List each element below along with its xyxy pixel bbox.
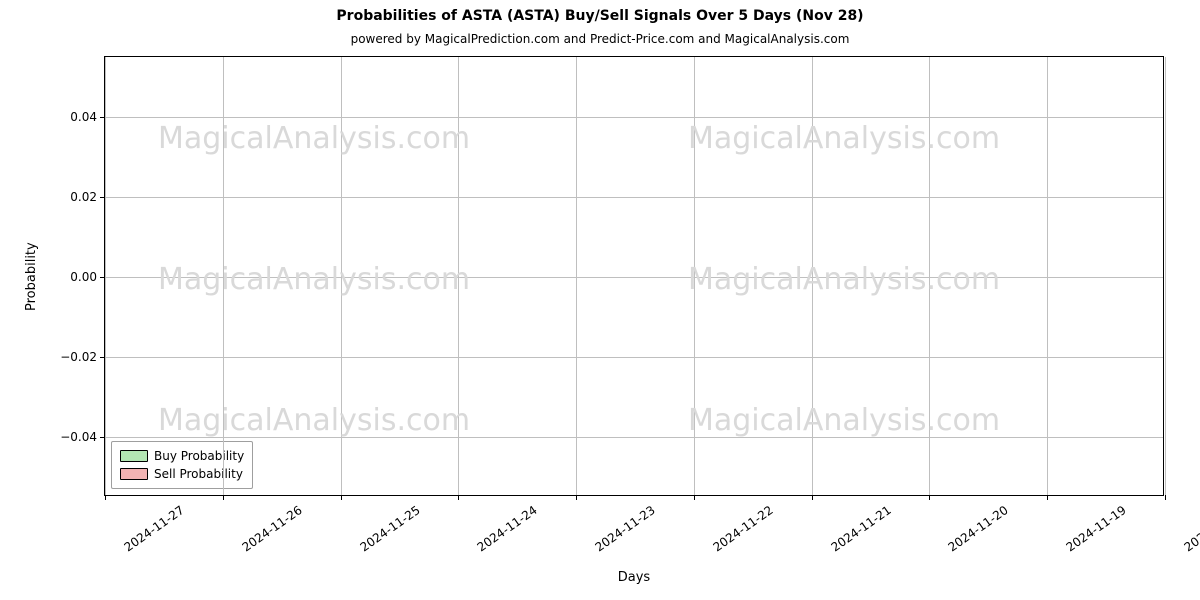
legend-label: Sell Probability — [154, 467, 243, 481]
watermark-text: MagicalAnalysis.com — [688, 403, 1000, 438]
x-tick-mark — [812, 495, 813, 500]
watermark-text: MagicalAnalysis.com — [158, 262, 470, 297]
x-tick-label: 2024-11-26 — [239, 503, 304, 554]
y-tick-label: −0.02 — [37, 350, 97, 364]
legend-item: Buy Probability — [120, 447, 244, 465]
legend-label: Buy Probability — [154, 449, 244, 463]
watermark-text: MagicalAnalysis.com — [688, 121, 1000, 156]
chart-legend: Buy Probability Sell Probability — [111, 441, 253, 489]
x-tick-label: 2024-11-21 — [828, 503, 893, 554]
chart-figure: Probabilities of ASTA (ASTA) Buy/Sell Si… — [0, 0, 1200, 600]
chart-subtitle: powered by MagicalPrediction.com and Pre… — [0, 32, 1200, 46]
legend-swatch — [120, 450, 148, 462]
chart-axes: Buy ProbabilitySell Probability −0.04−0.… — [104, 56, 1164, 496]
y-gridline — [105, 277, 1163, 278]
x-tick-label: 2024-11-27 — [122, 503, 187, 554]
y-tick-label: 0.04 — [37, 110, 97, 124]
x-tick-label: 2024-11-23 — [593, 503, 658, 554]
x-tick-label: 2024-11-19 — [1064, 503, 1129, 554]
x-tick-mark — [1165, 495, 1166, 500]
x-tick-mark — [1047, 495, 1048, 500]
watermark-text: MagicalAnalysis.com — [158, 121, 470, 156]
y-gridline — [105, 117, 1163, 118]
x-tick-label: 2024-11-25 — [357, 503, 422, 554]
y-tick-label: 0.02 — [37, 190, 97, 204]
x-tick-label: 2024-11-24 — [475, 503, 540, 554]
y-gridline — [105, 437, 1163, 438]
x-tick-label: 2024-11-20 — [946, 503, 1011, 554]
legend-item: Sell Probability — [120, 465, 244, 483]
watermark-text: MagicalAnalysis.com — [688, 262, 1000, 297]
chart-title: Probabilities of ASTA (ASTA) Buy/Sell Si… — [0, 8, 1200, 24]
x-axis-label: Days — [104, 570, 1164, 585]
x-gridline — [929, 57, 930, 495]
y-tick-label: −0.04 — [37, 430, 97, 444]
x-gridline — [105, 57, 106, 495]
legend-swatch — [120, 468, 148, 480]
x-tick-mark — [341, 495, 342, 500]
x-tick-label: 2024-11-18 — [1182, 503, 1200, 554]
x-tick-label: 2024-11-22 — [710, 503, 775, 554]
y-gridline — [105, 197, 1163, 198]
x-gridline — [576, 57, 577, 495]
watermark-text: MagicalAnalysis.com — [158, 403, 470, 438]
x-tick-mark — [929, 495, 930, 500]
x-gridline — [1165, 57, 1166, 495]
x-tick-mark — [105, 495, 106, 500]
x-tick-mark — [458, 495, 459, 500]
x-gridline — [223, 57, 224, 495]
x-tick-mark — [694, 495, 695, 500]
y-tick-label: 0.00 — [37, 270, 97, 284]
x-tick-mark — [223, 495, 224, 500]
y-gridline — [105, 357, 1163, 358]
y-axis-label: Probability — [24, 242, 39, 311]
x-gridline — [341, 57, 342, 495]
x-gridline — [458, 57, 459, 495]
x-tick-mark — [576, 495, 577, 500]
x-gridline — [1047, 57, 1048, 495]
x-gridline — [694, 57, 695, 495]
x-gridline — [812, 57, 813, 495]
